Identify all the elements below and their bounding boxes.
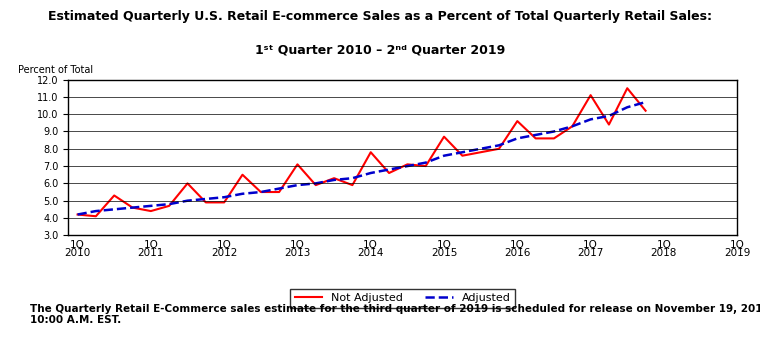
Adjusted [403,164,412,168]
Legend: Not Adjusted, Adjusted: Not Adjusted, Adjusted [290,289,515,308]
Not Adjusted [256,190,265,194]
Not Adjusted [549,136,559,140]
Text: 2010: 2010 [65,248,90,258]
Adjusted [641,100,650,104]
Not Adjusted [348,183,357,187]
Not Adjusted [165,204,174,208]
Adjusted [385,167,394,172]
Text: 1Q: 1Q [144,240,158,250]
Text: 1Q: 1Q [657,240,671,250]
Text: 2016: 2016 [504,248,530,258]
Adjusted [495,143,504,147]
Not Adjusted [73,212,82,217]
Text: 2013: 2013 [284,248,311,258]
Adjusted [366,171,375,175]
Adjusted [622,105,632,109]
Adjusted [568,124,577,128]
Text: 1Q: 1Q [217,240,232,250]
Adjusted [91,209,100,213]
Not Adjusted [311,183,320,187]
Not Adjusted [220,200,229,204]
Adjusted [439,154,448,158]
Adjusted [531,133,540,137]
Adjusted [293,183,302,187]
Adjusted [513,136,522,140]
Not Adjusted [403,162,412,166]
Not Adjusted [238,173,247,177]
Adjusted [183,199,192,203]
Not Adjusted [201,200,211,204]
Adjusted [201,197,211,201]
Not Adjusted [586,93,595,97]
Not Adjusted [293,162,302,166]
Adjusted [458,150,467,154]
Text: 1Q: 1Q [583,240,598,250]
Adjusted [220,195,229,199]
Text: 1Q: 1Q [363,240,378,250]
Not Adjusted [495,147,504,151]
Adjusted [604,114,613,118]
Adjusted [476,147,485,151]
Line: Adjusted: Adjusted [78,102,645,215]
Not Adjusted [622,86,632,90]
Adjusted [73,212,82,217]
Not Adjusted [146,209,155,213]
Not Adjusted [366,150,375,154]
Text: 1Q: 1Q [290,240,305,250]
Text: 1Q: 1Q [70,240,85,250]
Adjusted [146,204,155,208]
Text: 1ˢᵗ Quarter 2010 – 2ⁿᵈ Quarter 2019: 1ˢᵗ Quarter 2010 – 2ⁿᵈ Quarter 2019 [255,43,505,56]
Not Adjusted [330,176,339,180]
Adjusted [128,206,137,210]
Not Adjusted [568,124,577,128]
Adjusted [330,178,339,182]
Text: 1Q: 1Q [730,240,745,250]
Not Adjusted [513,119,522,123]
Line: Not Adjusted: Not Adjusted [78,88,645,216]
Adjusted [109,207,119,211]
Adjusted [274,186,283,191]
Not Adjusted [91,214,100,218]
Not Adjusted [183,181,192,185]
Text: 2015: 2015 [431,248,458,258]
Text: 2018: 2018 [651,248,677,258]
Text: 2019: 2019 [724,248,750,258]
Adjusted [256,190,265,194]
Not Adjusted [604,122,613,127]
Text: 1Q: 1Q [510,240,524,250]
Adjusted [311,181,320,185]
Not Adjusted [458,154,467,158]
Adjusted [421,161,430,165]
Text: 2011: 2011 [138,248,164,258]
Not Adjusted [476,150,485,154]
Text: Estimated Quarterly U.S. Retail E-commerce Sales as a Percent of Total Quarterly: Estimated Quarterly U.S. Retail E-commer… [48,10,712,24]
Text: 2017: 2017 [578,248,603,258]
Adjusted [238,192,247,196]
Not Adjusted [641,109,650,113]
Adjusted [165,202,174,206]
Not Adjusted [128,206,137,210]
Text: 1Q: 1Q [436,240,451,250]
Not Adjusted [531,136,540,140]
Adjusted [549,129,559,134]
Adjusted [586,117,595,121]
Not Adjusted [421,164,430,168]
Not Adjusted [385,171,394,175]
Not Adjusted [439,135,448,139]
Text: 2014: 2014 [357,248,384,258]
Adjusted [348,176,357,180]
Text: Percent of Total: Percent of Total [18,65,93,75]
Text: The Quarterly Retail E-Commerce sales estimate for the third quarter of 2019 is : The Quarterly Retail E-Commerce sales es… [30,304,760,325]
Not Adjusted [274,190,283,194]
Text: 2012: 2012 [211,248,237,258]
Not Adjusted [109,193,119,198]
